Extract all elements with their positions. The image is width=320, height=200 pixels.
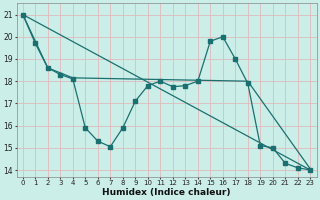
X-axis label: Humidex (Indice chaleur): Humidex (Indice chaleur) [102,188,231,197]
